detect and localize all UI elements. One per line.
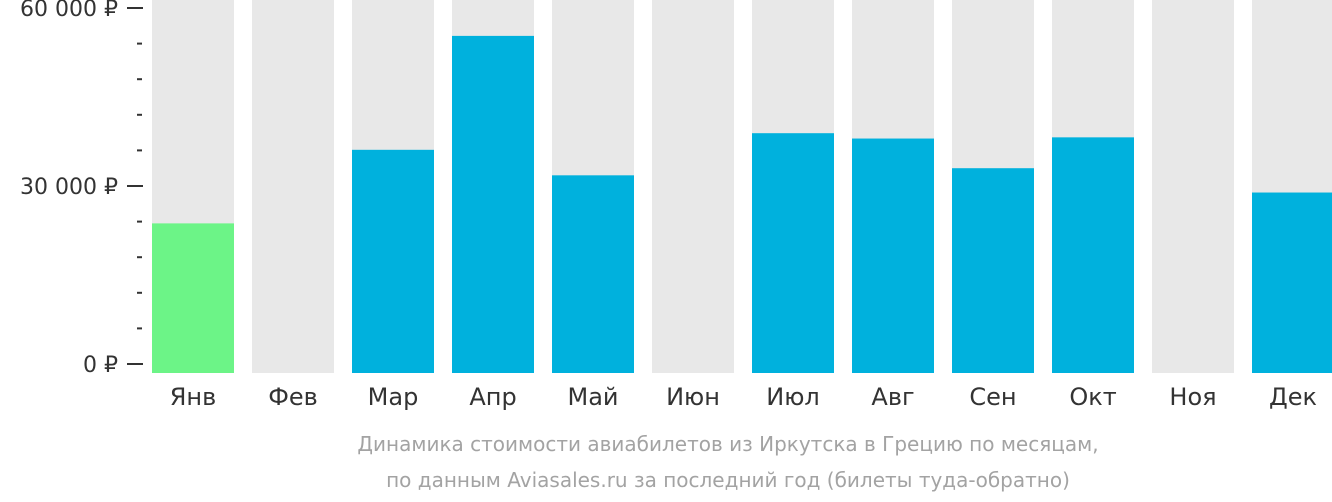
y-tick-label: 30 000 ₽ (20, 175, 118, 200)
x-tick-label: Июн (666, 383, 720, 411)
x-tick-label: Мар (368, 383, 419, 411)
x-tick-label: Авг (871, 383, 914, 411)
bar (1252, 192, 1332, 373)
x-tick-label: Апр (469, 383, 516, 411)
x-tick-label: Ноя (1169, 383, 1216, 411)
chart-caption-line2: по данным Aviasales.ru за последний год … (386, 468, 1070, 492)
bar (952, 168, 1034, 373)
bar-background (652, 0, 734, 373)
bar (752, 133, 834, 373)
y-tick-label: 0 ₽ (83, 353, 118, 378)
bar (552, 175, 634, 373)
x-tick-label: Май (567, 383, 618, 411)
x-tick-label: Сен (969, 383, 1016, 411)
bar-background (252, 0, 334, 373)
chart-caption-line1: Динамика стоимости авиабилетов из Иркутс… (357, 432, 1099, 456)
bar (152, 223, 234, 373)
bar (352, 149, 434, 373)
y-tick-label: 60 000 ₽ (20, 0, 118, 22)
x-tick-label: Окт (1069, 383, 1116, 411)
bar-background (1152, 0, 1234, 373)
x-tick-label: Фев (268, 383, 318, 411)
x-tick-label: Июл (766, 383, 820, 411)
bar (852, 138, 934, 373)
x-tick-label: Янв (170, 383, 217, 411)
x-tick-label: Дек (1269, 383, 1317, 411)
bar (1052, 137, 1134, 373)
bar (452, 35, 534, 374)
